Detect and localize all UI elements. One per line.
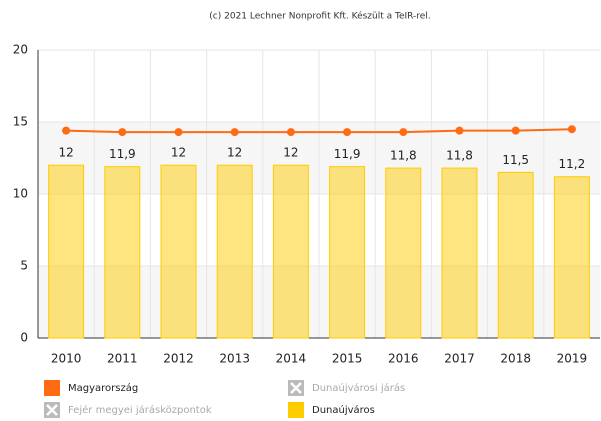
x-tick-label: 2017 — [444, 352, 475, 366]
y-tick-label: 5 — [20, 259, 28, 273]
chart-title: (c) 2021 Lechner Nonprofit Kft. Készült … — [209, 11, 430, 22]
line-marker — [286, 128, 295, 137]
line — [66, 128, 572, 134]
legend-swatch[interactable] — [288, 402, 304, 418]
y-tick-label: 15 — [13, 115, 28, 129]
bar — [216, 164, 253, 339]
legend-label-off[interactable]: Dunaújvárosi járás — [312, 382, 405, 394]
line-marker — [567, 125, 576, 134]
line-marker — [343, 128, 352, 137]
line-marker — [511, 126, 520, 135]
data-label: 12 — [283, 146, 298, 160]
bar — [497, 171, 534, 339]
bar — [272, 164, 309, 339]
x-tick-label: 2013 — [219, 352, 250, 366]
legend-swatch[interactable] — [44, 380, 60, 396]
data-label: 11,8 — [390, 149, 417, 163]
x-tick-label: 2018 — [500, 352, 531, 366]
x-tick-label: 2014 — [276, 352, 307, 366]
legend-label[interactable]: Dunaújváros — [312, 404, 375, 416]
x-tick-label: 2019 — [557, 352, 588, 366]
data-label: 11,5 — [502, 153, 529, 167]
legend-x-icon — [46, 404, 58, 416]
data-label: 11,8 — [446, 149, 473, 163]
line-marker — [455, 126, 464, 135]
y-tick-label: 10 — [13, 187, 28, 201]
x-tick-label: 2010 — [51, 352, 82, 366]
line-marker — [118, 128, 127, 137]
data-label: 12 — [171, 146, 186, 160]
legend-label-off[interactable]: Fejér megyei járásközpontok — [68, 404, 212, 416]
data-label: 12 — [58, 146, 73, 160]
y-tick-label: 0 — [20, 331, 28, 345]
x-tick-label: 2011 — [107, 352, 138, 366]
legend-label[interactable]: Magyarország — [68, 382, 138, 394]
bar — [160, 164, 197, 339]
x-tick-label: 2012 — [163, 352, 194, 366]
data-label: 11,2 — [559, 157, 586, 171]
data-label: 11,9 — [334, 147, 361, 161]
data-label: 11,9 — [109, 147, 136, 161]
bar — [441, 167, 478, 339]
bar — [104, 166, 141, 339]
line-marker — [230, 128, 239, 137]
x-tick-label: 2016 — [388, 352, 419, 366]
data-label: 12 — [227, 146, 242, 160]
bar — [329, 166, 366, 339]
bar — [385, 167, 422, 339]
line-marker — [399, 128, 408, 137]
legend-x-icon — [290, 382, 302, 394]
line-marker — [174, 128, 183, 137]
x-tick-label: 2015 — [332, 352, 363, 366]
y-tick-label: 20 — [13, 43, 28, 57]
line-marker — [62, 126, 71, 135]
bar — [553, 176, 590, 339]
bar — [48, 164, 85, 339]
